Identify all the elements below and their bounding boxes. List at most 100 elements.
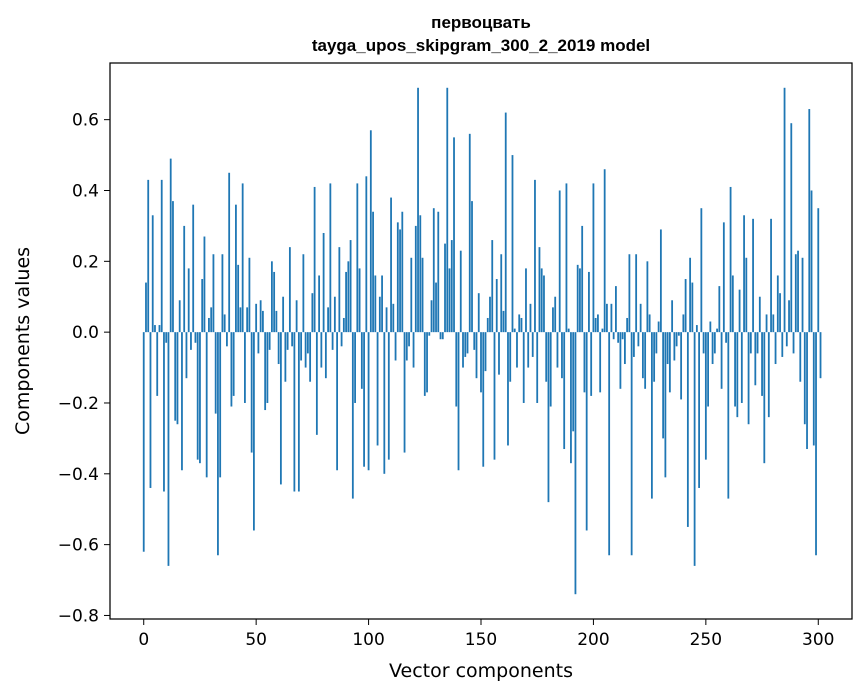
bar	[765, 314, 768, 333]
bar	[459, 250, 462, 333]
bar	[275, 310, 278, 333]
bar	[327, 307, 329, 333]
bar	[199, 332, 201, 464]
bar	[713, 332, 716, 354]
bar	[156, 332, 159, 396]
bar	[677, 332, 680, 336]
bar	[223, 314, 226, 333]
bar	[288, 247, 291, 333]
bar	[794, 254, 797, 333]
bar	[185, 332, 188, 379]
bar	[421, 257, 424, 333]
bar	[513, 328, 516, 333]
x-tick-label: 100	[352, 630, 384, 650]
bar	[592, 183, 595, 333]
bar	[736, 332, 739, 418]
bar	[619, 332, 622, 389]
bar	[507, 332, 509, 446]
bar	[468, 133, 471, 333]
bar	[666, 332, 669, 365]
bar	[372, 211, 374, 333]
bar	[455, 332, 458, 407]
bar	[248, 257, 251, 333]
bar	[354, 332, 356, 403]
bar	[385, 307, 388, 333]
x-tick-label: 300	[802, 630, 834, 650]
bar	[749, 332, 752, 354]
bar	[210, 307, 213, 333]
bar	[390, 197, 392, 333]
bar	[365, 176, 368, 333]
bar	[178, 300, 181, 333]
bar	[167, 332, 170, 566]
bar	[235, 204, 237, 333]
bar	[315, 332, 318, 435]
bar	[338, 247, 341, 333]
bar	[495, 279, 498, 333]
bar	[351, 332, 354, 499]
bar	[561, 332, 563, 379]
bar	[405, 332, 408, 361]
bar	[489, 296, 491, 333]
bar	[383, 332, 386, 474]
bar	[376, 332, 379, 446]
y-axis-label: Components values	[12, 247, 34, 435]
bar	[169, 158, 172, 333]
bar	[145, 282, 147, 333]
bar	[689, 257, 692, 333]
bar	[284, 332, 287, 382]
bar	[347, 261, 350, 333]
bar	[464, 332, 467, 357]
bar	[729, 186, 732, 333]
bar	[165, 332, 168, 343]
bar	[767, 332, 770, 418]
bar	[704, 332, 707, 460]
bar	[790, 123, 793, 333]
bar	[673, 332, 676, 361]
bar	[378, 296, 381, 333]
bar	[812, 332, 815, 446]
bar	[817, 208, 820, 333]
bar	[659, 229, 662, 333]
bar	[603, 169, 606, 333]
bar	[262, 310, 264, 333]
bar	[394, 332, 397, 361]
bar	[414, 225, 417, 333]
bar	[504, 112, 507, 333]
bar	[268, 332, 271, 350]
bar	[653, 332, 656, 382]
bar	[446, 87, 449, 333]
bar	[311, 293, 314, 333]
bar	[801, 257, 804, 333]
bar	[408, 332, 410, 347]
bar	[597, 314, 599, 333]
bar	[606, 303, 608, 333]
bar	[174, 332, 177, 421]
bar	[279, 332, 282, 485]
bar	[241, 183, 244, 333]
bar	[695, 325, 698, 333]
bar	[783, 87, 786, 333]
bar	[626, 317, 629, 333]
x-tick-label: 200	[577, 630, 609, 650]
bar	[585, 332, 588, 531]
bar	[635, 254, 638, 333]
bar	[799, 332, 802, 382]
bar	[743, 215, 745, 333]
x-axis: 0 50 100 150 200 250 300	[138, 619, 834, 650]
bar	[444, 243, 446, 333]
bar	[430, 300, 433, 333]
bar	[520, 317, 523, 333]
bar	[536, 332, 539, 403]
bar	[727, 332, 730, 499]
bar	[493, 332, 496, 460]
bar	[183, 225, 186, 333]
bar	[763, 332, 766, 464]
bar	[226, 332, 228, 347]
bar	[172, 201, 174, 333]
bar	[612, 332, 615, 340]
bar	[349, 240, 352, 333]
bar	[693, 332, 696, 566]
bar	[781, 332, 784, 357]
